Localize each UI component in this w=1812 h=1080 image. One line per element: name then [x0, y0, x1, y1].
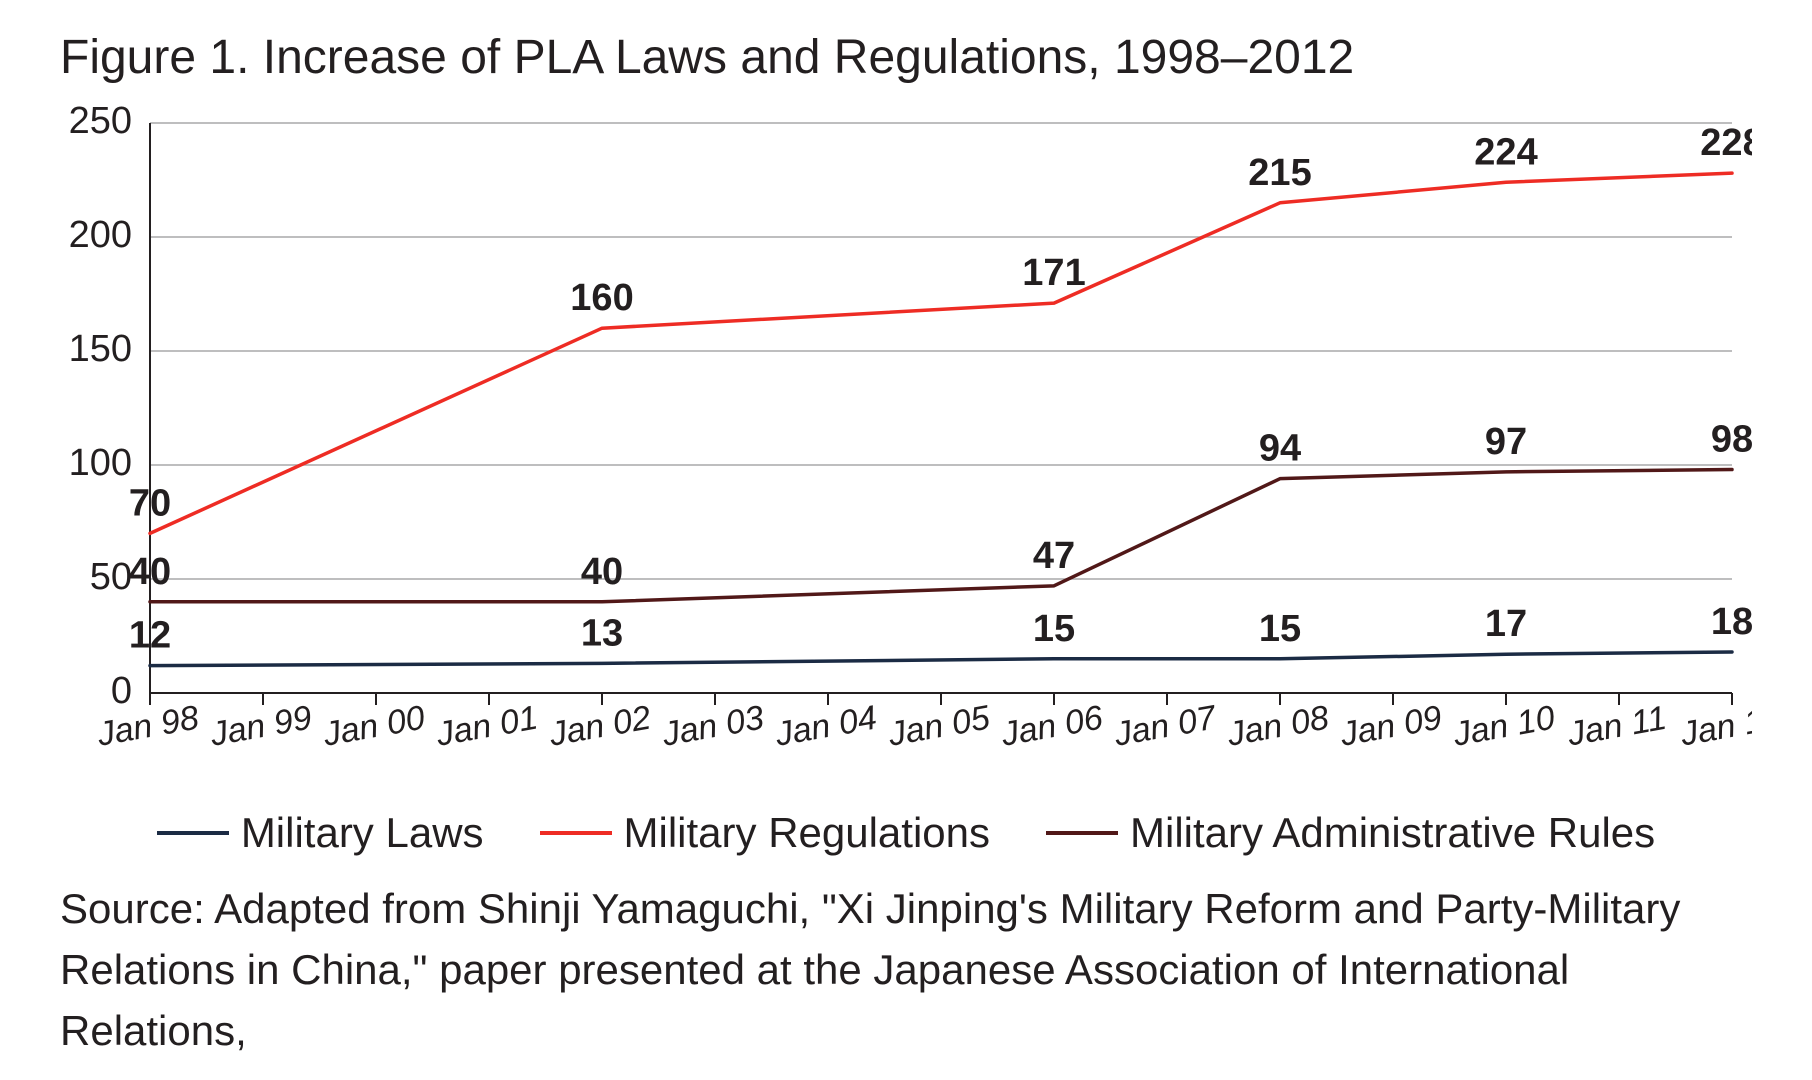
figure-container: Figure 1. Increase of PLA Laws and Regul…: [0, 0, 1812, 1080]
svg-text:Jan 06: Jan 06: [998, 699, 1106, 754]
svg-text:150: 150: [69, 328, 132, 370]
svg-text:Jan 01: Jan 01: [433, 699, 541, 754]
legend-item: Military Laws: [157, 809, 484, 857]
svg-text:40: 40: [129, 551, 171, 593]
svg-text:Jan 99: Jan 99: [207, 699, 315, 754]
source-note: Source: Adapted from Shinji Yamaguchi, "…: [60, 879, 1752, 1062]
figure-title: Figure 1. Increase of PLA Laws and Regul…: [60, 30, 1752, 85]
svg-text:13: 13: [581, 612, 623, 654]
legend-item: Military Regulations: [540, 809, 990, 857]
svg-text:Jan 11: Jan 11: [1677, 699, 1752, 754]
legend-swatch: [1046, 831, 1118, 835]
svg-text:171: 171: [1022, 252, 1085, 294]
svg-text:250: 250: [69, 103, 132, 142]
svg-text:47: 47: [1033, 535, 1075, 577]
svg-text:Jan 00: Jan 00: [320, 699, 428, 754]
svg-text:50: 50: [90, 556, 132, 598]
svg-text:12: 12: [129, 615, 171, 657]
svg-text:228: 228: [1700, 122, 1752, 164]
svg-text:200: 200: [69, 214, 132, 256]
legend: Military Laws Military Regulations Militar…: [60, 809, 1752, 857]
legend-item: Military Administrative Rules: [1046, 809, 1655, 857]
svg-text:18: 18: [1711, 601, 1752, 643]
svg-text:Jan 07: Jan 07: [1111, 698, 1220, 754]
svg-text:94: 94: [1259, 428, 1301, 470]
svg-text:70: 70: [129, 482, 171, 524]
svg-text:Jan 04: Jan 04: [772, 699, 880, 754]
svg-text:215: 215: [1248, 152, 1311, 194]
svg-text:Jan 02: Jan 02: [546, 699, 654, 754]
svg-text:98: 98: [1711, 419, 1752, 461]
svg-text:Jan 10: Jan 10: [1450, 699, 1558, 754]
svg-text:40: 40: [581, 551, 623, 593]
legend-label: Military Administrative Rules: [1130, 809, 1655, 857]
svg-text:Jan 05: Jan 05: [885, 699, 993, 754]
svg-text:97: 97: [1485, 421, 1527, 463]
chart-area: 050100150200250Jan 98Jan 99Jan 00Jan 01J…: [60, 103, 1752, 783]
legend-label: Military Regulations: [624, 809, 990, 857]
legend-swatch: [540, 831, 612, 835]
svg-text:Jan 08: Jan 08: [1224, 699, 1332, 754]
svg-text:100: 100: [69, 442, 132, 484]
svg-text:15: 15: [1259, 608, 1301, 650]
line-chart: 050100150200250Jan 98Jan 99Jan 00Jan 01J…: [60, 103, 1752, 783]
svg-text:0: 0: [111, 670, 132, 712]
svg-text:224: 224: [1474, 131, 1537, 173]
svg-text:160: 160: [570, 277, 633, 319]
svg-text:Jan 03: Jan 03: [659, 699, 767, 754]
svg-text:Jan 11: Jan 11: [1564, 699, 1670, 754]
svg-text:Jan 09: Jan 09: [1337, 699, 1445, 754]
legend-label: Military Laws: [241, 809, 484, 857]
svg-text:Jan 98: Jan 98: [94, 699, 202, 754]
legend-swatch: [157, 831, 229, 835]
svg-text:15: 15: [1033, 608, 1075, 650]
svg-text:17: 17: [1485, 603, 1527, 645]
